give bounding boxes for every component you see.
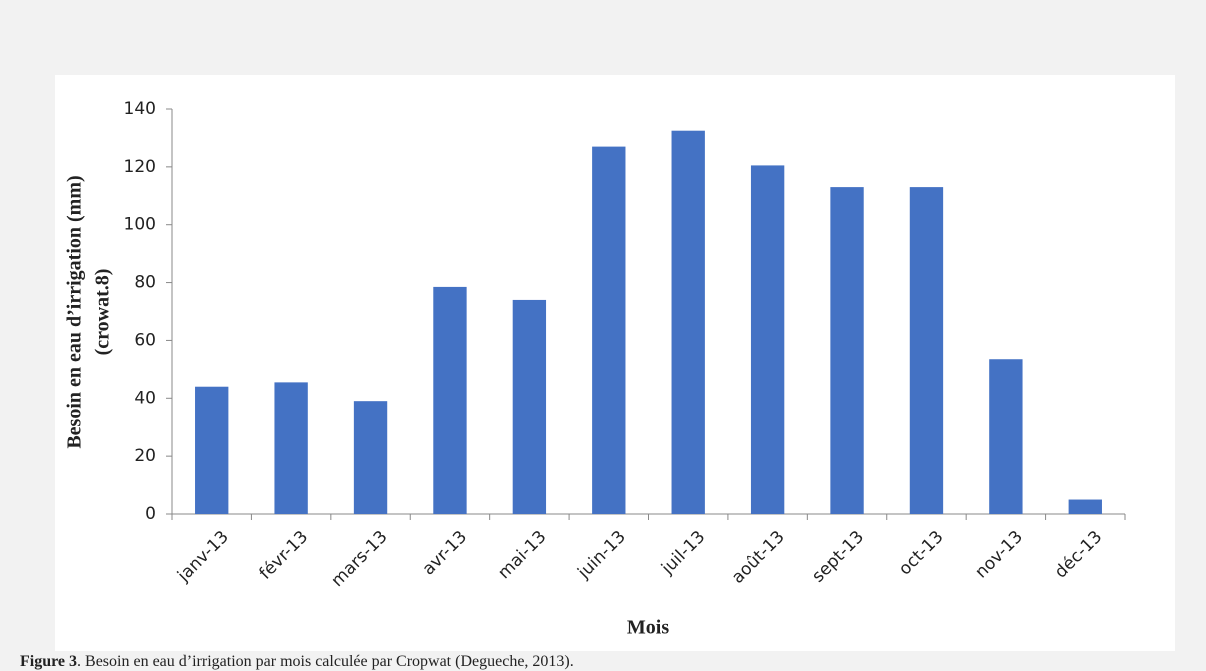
y-tick-label: 40 <box>134 388 156 408</box>
bar <box>909 187 944 514</box>
y-axis-title: Besoin en eau d’irrigation (mm) <box>64 175 86 448</box>
bar <box>195 386 229 514</box>
bar <box>989 359 1023 514</box>
bar <box>1068 499 1102 514</box>
caption-label: Figure 3 <box>20 653 77 670</box>
y-axis-title: (crowat.8) <box>92 269 114 356</box>
x-axis-title: Mois <box>627 617 669 639</box>
y-tick-label: 100 <box>124 215 156 235</box>
y-tick-label: 0 <box>145 504 156 524</box>
y-tick-label: 80 <box>134 273 156 293</box>
bar <box>512 299 547 514</box>
bar <box>671 130 705 515</box>
y-tick-label: 120 <box>124 157 156 177</box>
y-tick-label: 60 <box>134 330 156 350</box>
bar <box>433 286 467 514</box>
y-tick-label: 20 <box>134 446 156 466</box>
caption-text: . Besoin en eau d’irrigation par mois ca… <box>77 653 574 670</box>
bar <box>830 187 864 514</box>
bar <box>353 401 388 514</box>
bar <box>592 146 626 514</box>
caption: Figure 3. Besoin en eau d’irrigation par… <box>20 653 574 670</box>
y-tick-label: 140 <box>124 99 156 119</box>
bar <box>750 165 785 515</box>
bar <box>274 382 308 514</box>
